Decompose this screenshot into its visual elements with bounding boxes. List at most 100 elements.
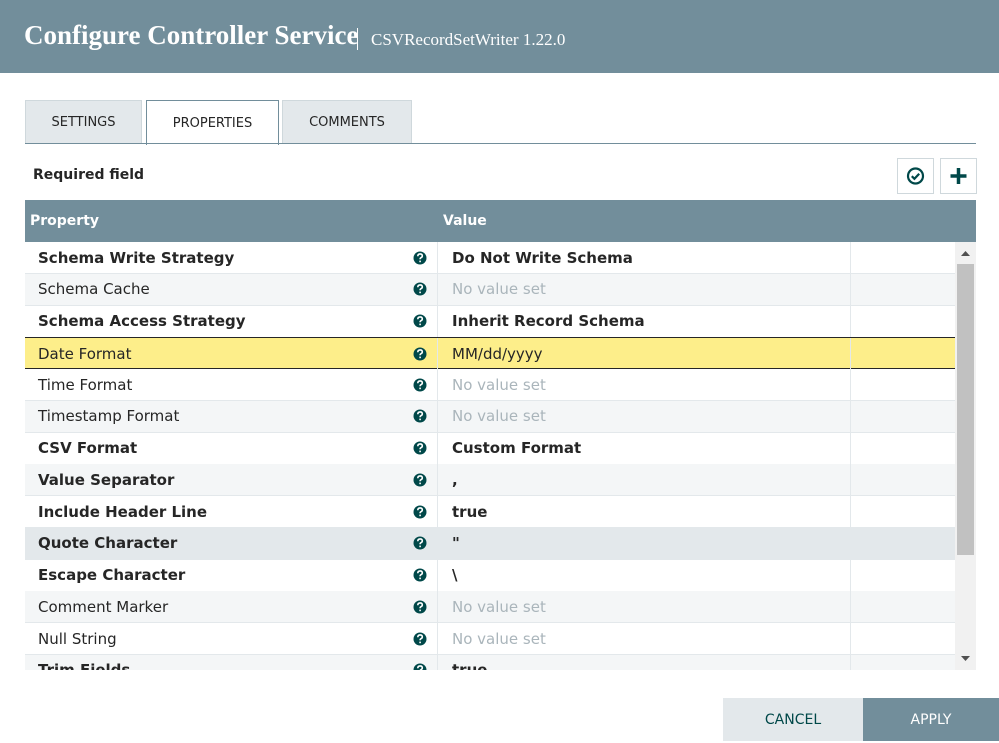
divider [850, 559, 851, 591]
property-row[interactable]: CSV Format Custom Format [25, 432, 955, 465]
property-value[interactable]: Custom Format [452, 439, 582, 457]
divider [437, 527, 438, 559]
tab[interactable]: PROPERTIES [146, 100, 279, 145]
divider [437, 305, 438, 337]
divider [437, 273, 438, 305]
help[interactable] [413, 433, 427, 464]
property-name: Escape Character [38, 566, 186, 584]
property-name: Comment Marker [38, 597, 169, 616]
header-bar [0, 0, 999, 73]
property-value[interactable]: true [452, 502, 488, 521]
help-icon[interactable] [413, 409, 427, 423]
property-name: Trim Fields [38, 655, 130, 670]
property-name: Timestamp Format [38, 407, 180, 426]
help-icon[interactable] [413, 378, 427, 392]
help-icon[interactable] [413, 314, 427, 328]
table-body: Schema Write Strategy Do Not Write Schema… [25, 242, 955, 670]
help-icon[interactable] [413, 347, 427, 361]
property-row[interactable]: Escape Character \ [25, 559, 955, 592]
property-name: Include Header Line [38, 502, 208, 521]
property-value[interactable]: , [452, 470, 458, 489]
property-row[interactable]: Timestamp Format No value set [25, 400, 955, 433]
divider [850, 338, 851, 370]
help[interactable] [413, 591, 427, 622]
column-header: Value [443, 213, 487, 229]
help[interactable] [413, 242, 427, 273]
property-value[interactable]: Inherit Record Schema [452, 312, 645, 330]
divider [850, 369, 851, 400]
property-row[interactable]: Null String No value set [25, 623, 955, 655]
divider [850, 432, 851, 464]
tab[interactable]: COMMENTS [282, 100, 412, 144]
divider [850, 464, 851, 496]
help-icon[interactable] [413, 282, 427, 296]
divider [850, 654, 851, 670]
help-icon[interactable] [413, 536, 427, 550]
help-icon[interactable] [413, 505, 427, 519]
help-icon[interactable] [413, 568, 427, 582]
required-label: Required field [33, 167, 145, 183]
help[interactable] [413, 528, 427, 559]
property-name: Schema Access Strategy [38, 312, 246, 330]
property-row[interactable]: Time Format No value set [25, 369, 955, 401]
help-icon[interactable] [413, 473, 427, 487]
property-value[interactable]: No value set [452, 407, 546, 426]
property-value[interactable]: No value set [452, 629, 546, 648]
tab[interactable]: SETTINGS [25, 100, 142, 144]
property-row[interactable]: Comment Marker No value set [25, 591, 955, 624]
help[interactable] [413, 338, 427, 369]
property-row[interactable]: Schema Access Strategy Inherit Record Sch… [25, 305, 955, 338]
help[interactable] [413, 369, 427, 400]
property-row[interactable]: Quote Character " [25, 527, 955, 560]
help-icon[interactable] [413, 600, 427, 614]
property-row[interactable]: Schema Cache No value set [25, 273, 955, 306]
separator [357, 28, 358, 50]
add-button[interactable] [940, 158, 977, 194]
cancel-button[interactable]: CANCEL [723, 698, 863, 741]
help[interactable] [413, 623, 427, 654]
help[interactable] [413, 655, 427, 670]
help-icon[interactable] [413, 251, 427, 265]
help[interactable] [413, 496, 427, 527]
property-name: Schema Write Strategy [38, 248, 235, 267]
property-row[interactable]: Schema Write Strategy Do Not Write Schema [25, 242, 955, 274]
column-header: Property [30, 213, 100, 229]
add-icon [950, 168, 967, 184]
help[interactable] [413, 274, 427, 305]
property-name: Schema Cache [38, 280, 150, 299]
help-icon[interactable] [413, 632, 427, 646]
divider [437, 338, 438, 370]
property-value[interactable]: true [452, 655, 487, 670]
verify-button[interactable] [897, 158, 934, 194]
property-row[interactable]: Value Separator, [25, 464, 955, 497]
property-value[interactable]: Do Not Write Schema [452, 248, 633, 267]
divider [437, 559, 438, 591]
divider [850, 305, 851, 337]
help[interactable] [413, 306, 427, 337]
property-value[interactable]: MM/dd/yyyy [452, 344, 543, 363]
help-icon[interactable] [413, 663, 427, 670]
property-row[interactable]: Date Format MM/dd/yyyy [25, 337, 955, 370]
help[interactable] [413, 401, 427, 432]
property-value[interactable]: No value set [452, 597, 546, 616]
divider [850, 273, 851, 305]
dialog-title: Configure Controller Service [24, 20, 359, 50]
divider [850, 242, 851, 273]
divider [437, 242, 438, 273]
divider [850, 400, 851, 432]
help[interactable] [413, 560, 427, 591]
property-row[interactable]: Include Header Line true [25, 496, 955, 528]
help-icon[interactable] [413, 441, 427, 455]
property-name: Quote Character [38, 534, 178, 553]
divider [437, 623, 438, 654]
divider [850, 527, 851, 559]
property-value[interactable]: " [452, 534, 460, 553]
property-value[interactable]: \ [452, 566, 458, 584]
help[interactable] [413, 464, 427, 495]
property-value[interactable]: No value set [452, 280, 546, 299]
divider [850, 496, 851, 527]
property-value[interactable]: No value set [452, 375, 546, 394]
property-row[interactable]: Trim Fields true [25, 654, 955, 670]
apply-button[interactable]: APPLY [863, 698, 999, 741]
